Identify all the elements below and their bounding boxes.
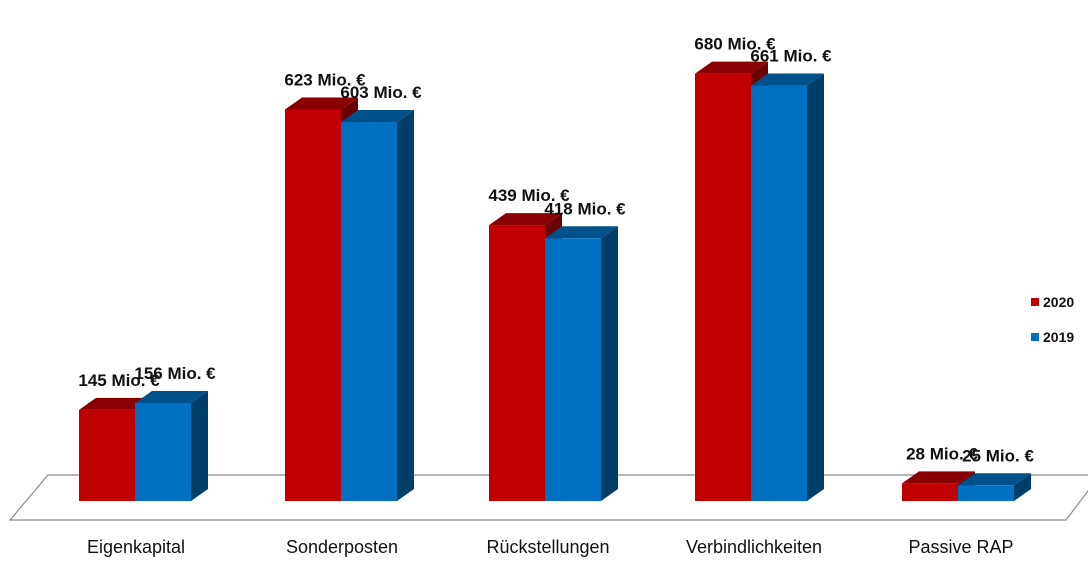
data-label-2019-sonderposten: 603 Mio. €	[340, 83, 422, 102]
bar-top-face	[695, 61, 768, 74]
bar-side-face	[601, 226, 618, 502]
bar-2019-rückstellungen	[545, 226, 618, 502]
category-label-rückstellungen: Rückstellungen	[486, 537, 609, 557]
bar-side-face	[397, 110, 414, 502]
legend-item-2019: 2019	[1031, 329, 1074, 345]
data-label-2020-verbindlichkeiten: 680 Mio. €	[694, 35, 776, 54]
category-label-passive-rap: Passive RAP	[908, 537, 1013, 557]
bar-side-face	[1014, 473, 1031, 501]
bar-front-face	[695, 73, 751, 502]
bar-top-face	[341, 110, 414, 123]
bar-front-face	[958, 485, 1014, 501]
legend-swatch	[1031, 298, 1039, 306]
bar-front-face	[902, 483, 958, 501]
bar-2019-verbindlichkeiten	[751, 73, 824, 502]
bar-front-face	[751, 85, 807, 502]
data-label-2020-eigenkapital: 145 Mio. €	[78, 371, 160, 390]
bar-top-face	[751, 73, 824, 86]
bar-front-face	[545, 238, 601, 502]
bar-front-face	[341, 122, 397, 502]
bar-2019-eigenkapital	[135, 390, 208, 501]
bar-front-face	[79, 409, 135, 501]
bar-top-face	[285, 97, 358, 110]
legend-label: 2019	[1043, 329, 1074, 345]
data-label-2019-rückstellungen: 418 Mio. €	[544, 199, 626, 218]
bar-front-face	[135, 402, 191, 501]
bar-top-face	[135, 390, 208, 403]
bar-top-face	[489, 213, 562, 226]
category-label-sonderposten: Sonderposten	[286, 537, 398, 557]
value-labels-layer: 145 Mio. €156 Mio. € 623 Mio. €603 Mio. €…	[78, 35, 1034, 466]
bar-top-face	[545, 226, 618, 239]
data-label-2019-passive-rap: 25 Mio. €	[962, 446, 1034, 465]
bar-2019-sonderposten	[341, 110, 414, 502]
bar-side-face	[191, 390, 208, 501]
bar-side-face	[807, 73, 824, 502]
legend: 2020 2019	[1031, 294, 1074, 345]
legend-label: 2020	[1043, 294, 1074, 310]
bar-top-face	[958, 473, 1031, 486]
legend-item-2020: 2020	[1031, 294, 1074, 310]
category-label-eigenkapital: Eigenkapital	[87, 537, 185, 557]
data-label-2020-sonderposten: 623 Mio. €	[284, 70, 366, 89]
bar-top-face	[79, 397, 152, 410]
data-label-2020-rückstellungen: 439 Mio. €	[488, 186, 570, 205]
data-label-2019-eigenkapital: 156 Mio. €	[134, 364, 216, 383]
data-label-2020-passive-rap: 28 Mio. €	[906, 444, 978, 463]
category-label-verbindlichkeiten: Verbindlichkeiten	[686, 537, 822, 557]
data-label-2019-verbindlichkeiten: 661 Mio. €	[750, 47, 832, 66]
bar-front-face	[489, 225, 545, 501]
bars-layer	[79, 61, 1031, 502]
bar-front-face	[285, 109, 341, 501]
legend-swatch	[1031, 333, 1039, 341]
category-labels-layer: Eigenkapital Sonderposten Rückstellungen Ve…	[87, 537, 1014, 557]
bar-2019-passive-rap	[958, 473, 1031, 501]
bar-top-face	[902, 471, 975, 484]
